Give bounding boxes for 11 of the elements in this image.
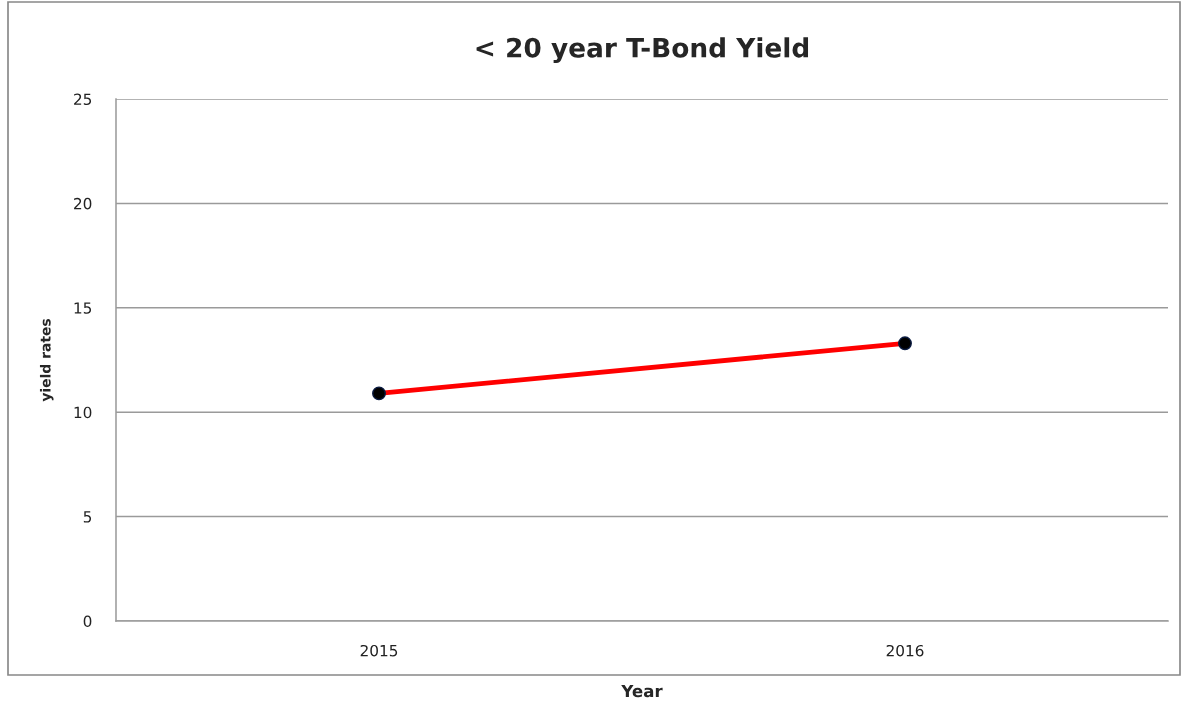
y-tick-label: 20 bbox=[74, 197, 92, 210]
x-axis-title: Year bbox=[621, 684, 663, 698]
chart-title: < 20 year T-Bond Yield bbox=[476, 37, 809, 64]
x-tick-label: 2015 bbox=[360, 644, 398, 657]
y-tick-label: 25 bbox=[74, 93, 92, 106]
y-tick-label: 10 bbox=[74, 406, 92, 419]
x-tick-label: 2016 bbox=[886, 644, 924, 657]
y-tick-label: 0 bbox=[83, 615, 92, 628]
y-tick-label: 5 bbox=[83, 511, 92, 523]
y-tick-label: 15 bbox=[74, 302, 92, 314]
y-axis-title: yield rates bbox=[39, 319, 54, 402]
